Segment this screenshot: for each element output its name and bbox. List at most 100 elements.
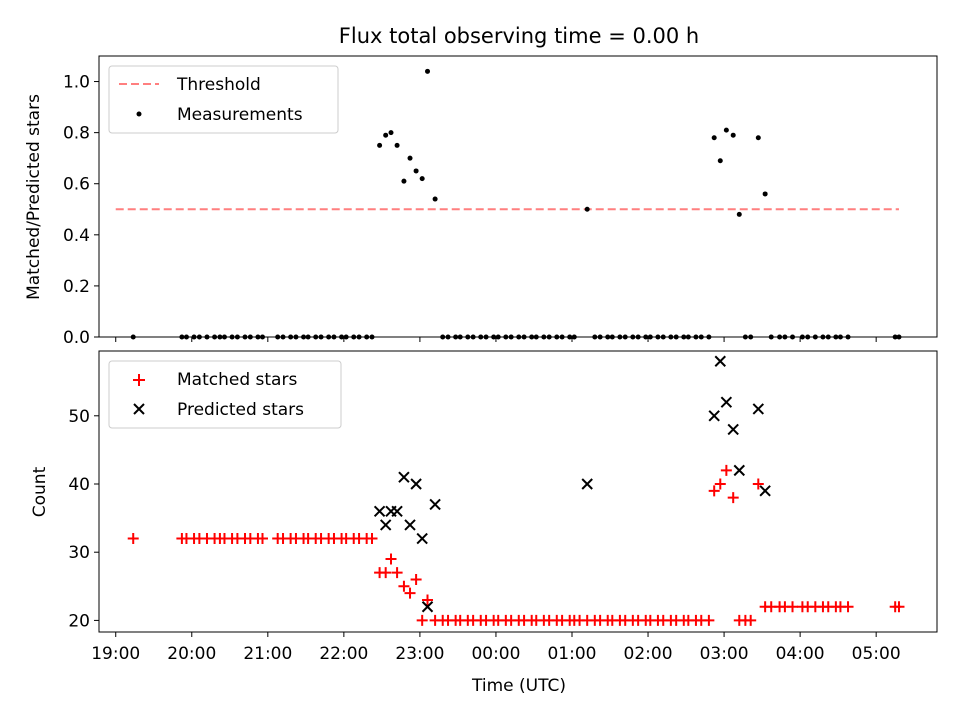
top-legend: Threshold Measurements — [108, 65, 339, 134]
bottom-legend-box — [108, 360, 342, 429]
matched-star-point — [398, 580, 410, 592]
x-tick-label: 19:00 — [91, 644, 140, 664]
legend-threshold-label: Threshold — [176, 75, 261, 95]
predicted-star-point — [391, 505, 403, 517]
x-axis-label: Time (UTC) — [471, 676, 566, 696]
bottom-y-tick-label: 30 — [68, 543, 90, 563]
measurement-point — [425, 68, 431, 74]
predicted-star-point — [714, 355, 726, 367]
predicted-star-point — [720, 396, 733, 408]
measurement-point — [388, 130, 394, 136]
x-tick-label: 22:00 — [319, 644, 368, 664]
matched-star-point — [720, 464, 732, 476]
predicted-star-point — [416, 532, 428, 545]
top-x-ticks — [115, 337, 877, 342]
top-axes-frame — [98, 55, 938, 338]
measurement-point — [394, 142, 400, 148]
measurement-point — [413, 168, 419, 174]
bottom-x-ticks: 19:00 20:00 21:00 22:00 23:00 00:00 01:00 02:00… — [91, 632, 901, 664]
x-tick-label: 04:00 — [776, 644, 825, 664]
predicted-star-point — [373, 505, 386, 517]
matched-star-point — [752, 478, 764, 490]
matched-star-point — [404, 587, 416, 599]
measurement-point — [383, 132, 389, 138]
bottom-legend: Matched stars Predicted stars — [108, 360, 342, 429]
counts-layer — [127, 355, 905, 626]
measurement-point — [736, 211, 742, 217]
matched-star-point — [410, 573, 422, 585]
chart-title: Flux total observing time = 0.00 h — [339, 24, 699, 48]
measurement-point — [762, 191, 768, 197]
predicted-star-point — [752, 403, 765, 415]
top-y-ticks: 0.0 0.2 0.4 0.6 0.8 1.0 — [63, 73, 99, 348]
matched-star-point — [842, 601, 854, 613]
bottom-y-tick-label: 40 — [68, 475, 90, 495]
measurement-point — [755, 135, 761, 141]
top-y-tick-label: 0.0 — [63, 328, 90, 348]
matched-star-point — [127, 533, 139, 545]
measurements-layer — [130, 68, 902, 340]
predicted-star-point — [379, 519, 392, 531]
measurement-point — [711, 135, 717, 141]
measurement-point — [730, 132, 736, 138]
measurement-point — [432, 196, 438, 202]
measurement-point — [377, 142, 383, 148]
bottom-y-ticks: 20 30 40 50 — [68, 407, 99, 631]
legend-matched-label: Matched stars — [177, 370, 297, 390]
x-tick-label: 23:00 — [395, 644, 444, 664]
matched-star-point — [380, 567, 392, 579]
bottom-y-axis-label: Count — [30, 466, 50, 517]
matched-star-point — [391, 567, 403, 579]
matched-star-point — [703, 614, 715, 626]
legend-measurements-label: Measurements — [177, 105, 303, 125]
matched-star-point — [256, 533, 268, 545]
bottom-y-tick-label: 50 — [68, 407, 90, 427]
bottom-panel: 20 30 40 50 19:00 20:00 21:00 22:00 23:00 00:00 0… — [30, 350, 938, 696]
measurement-point — [717, 158, 723, 164]
matched-star-point — [422, 594, 434, 606]
top-legend-box — [108, 65, 339, 134]
matched-star-point — [714, 478, 726, 490]
legend-predicted-label: Predicted stars — [177, 400, 304, 420]
predicted-star-point — [398, 471, 410, 483]
top-y-tick-label: 0.4 — [63, 226, 90, 246]
bottom-axes-frame — [98, 350, 938, 633]
legend-measurement-swatch — [136, 111, 142, 117]
measurement-point — [723, 127, 729, 133]
measurement-point — [584, 206, 590, 212]
top-y-tick-label: 0.6 — [63, 175, 90, 195]
top-y-axis-label: Matched/Predicted stars — [24, 94, 44, 300]
measurement-point — [401, 178, 407, 184]
predicted-star-point — [727, 423, 739, 436]
legend-predicted-swatch — [133, 403, 145, 415]
x-tick-label: 20:00 — [167, 644, 216, 664]
top-y-tick-label: 0.2 — [63, 277, 90, 297]
matched-star-point — [745, 614, 757, 626]
matched-star-point — [416, 614, 428, 626]
predicted-star-point — [581, 478, 593, 490]
predicted-star-point — [421, 601, 434, 613]
bottom-y-tick-label: 20 — [68, 611, 90, 631]
matched-star-point — [893, 601, 905, 613]
x-tick-label: 02:00 — [624, 644, 673, 664]
predicted-star-point — [410, 478, 422, 490]
x-tick-label: 01:00 — [547, 644, 596, 664]
predicted-star-point — [708, 410, 720, 422]
top-panel: 0.0 0.2 0.4 0.6 0.8 1.0 Matched/Predicted sta… — [24, 55, 938, 348]
predicted-star-point — [733, 464, 745, 477]
matched-star-point — [787, 601, 799, 613]
matched-star-point — [727, 492, 739, 504]
x-tick-label: 05:00 — [852, 644, 901, 664]
matched-star-point — [708, 485, 720, 497]
matched-star-point — [366, 533, 378, 545]
legend-matched-swatch — [133, 374, 145, 386]
measurement-point — [407, 155, 413, 161]
predicted-star-point — [429, 498, 441, 511]
x-tick-label: 03:00 — [700, 644, 749, 664]
top-y-tick-label: 1.0 — [63, 73, 90, 93]
predicted-star-point — [404, 519, 416, 531]
x-tick-label: 00:00 — [471, 644, 520, 664]
predicted-star-point — [759, 485, 771, 497]
x-tick-label: 21:00 — [243, 644, 292, 664]
